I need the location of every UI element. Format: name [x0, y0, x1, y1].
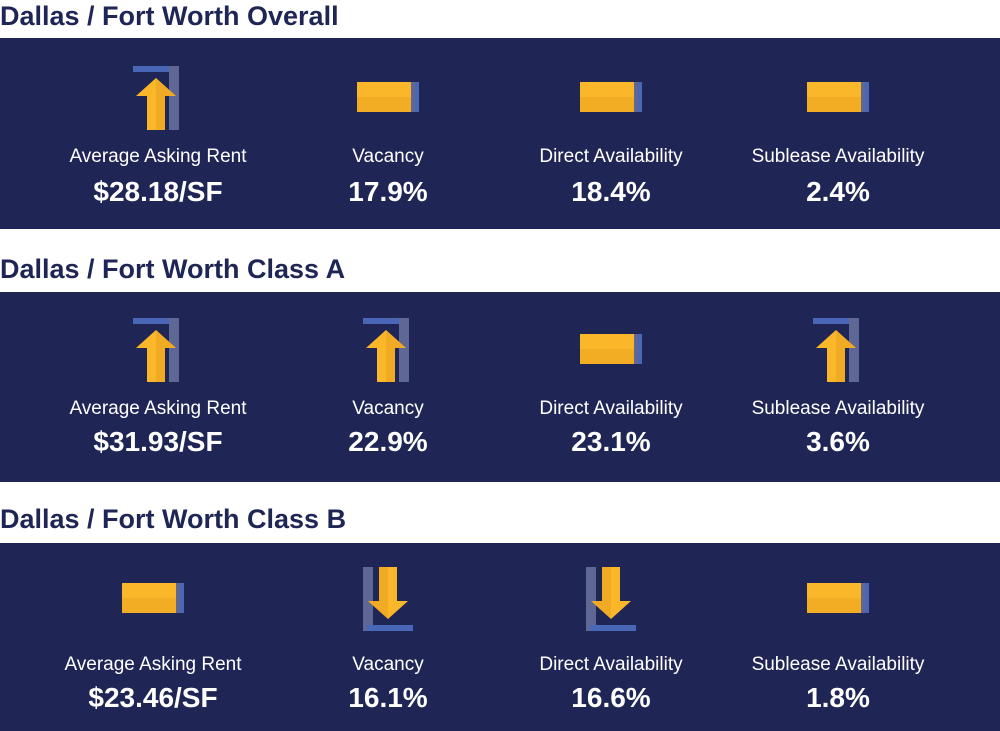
stat-label: Sublease Availability	[751, 146, 925, 167]
stat-label: Average Asking Rent	[64, 654, 242, 675]
stat-value: 16.6%	[571, 682, 651, 713]
stat-sublease-availability: Sublease Availability 2.4%	[713, 38, 963, 229]
stats-panel: Average Asking Rent $23.46/SF Vacancy 16…	[0, 543, 1000, 731]
stat-label: Direct Availability	[539, 146, 683, 167]
stat-label: Average Asking Rent	[69, 146, 247, 167]
stat-vacancy: Vacancy 17.9%	[263, 38, 513, 229]
stat-label: Sublease Availability	[751, 654, 925, 675]
section-title: Dallas / Fort Worth Class B	[0, 504, 347, 534]
stat-value: 2.4%	[806, 176, 870, 207]
flat-bar-icon	[807, 82, 869, 119]
stat-value: 23.1%	[571, 426, 651, 457]
stat-label: Direct Availability	[539, 398, 683, 419]
arrow-down-icon	[363, 567, 413, 636]
flat-bar-icon	[580, 82, 642, 119]
stat-value: $31.93/SF	[93, 426, 223, 457]
stat-value: 16.1%	[348, 682, 428, 713]
stat-value: 22.9%	[348, 426, 428, 457]
stat-value: $28.18/SF	[93, 176, 223, 207]
arrow-up-icon	[813, 318, 863, 387]
stat-average-asking-rent: Average Asking Rent $23.46/SF	[28, 543, 278, 731]
section-title: Dallas / Fort Worth Overall	[0, 1, 339, 31]
stat-label: Vacancy	[352, 146, 424, 167]
stat-direct-availability: Direct Availability 23.1%	[486, 292, 736, 482]
arrow-up-icon	[363, 318, 413, 387]
stat-value: 3.6%	[806, 426, 870, 457]
stat-label: Average Asking Rent	[69, 398, 247, 419]
stats-panel: Average Asking Rent $28.18/SF Vacancy 17…	[0, 38, 1000, 229]
stat-value: $23.46/SF	[88, 682, 218, 713]
stat-value: 1.8%	[806, 682, 870, 713]
flat-bar-icon	[122, 583, 184, 620]
stat-value: 18.4%	[571, 176, 651, 207]
stat-label: Sublease Availability	[751, 398, 925, 419]
stat-label: Direct Availability	[539, 654, 683, 675]
stat-value: 17.9%	[348, 176, 428, 207]
arrow-up-icon	[133, 318, 183, 387]
stat-sublease-availability: Sublease Availability 1.8%	[713, 543, 963, 731]
stat-direct-availability: Direct Availability 16.6%	[486, 543, 736, 731]
stat-average-asking-rent: Average Asking Rent $31.93/SF	[33, 292, 283, 482]
stat-label: Vacancy	[352, 654, 424, 675]
flat-bar-icon	[580, 334, 642, 371]
flat-bar-icon	[807, 583, 869, 620]
arrow-down-icon	[586, 567, 636, 636]
stat-vacancy: Vacancy 16.1%	[263, 543, 513, 731]
stat-label: Vacancy	[352, 398, 424, 419]
arrow-up-icon	[133, 66, 183, 135]
stats-panel: Average Asking Rent $31.93/SF Vacancy 22…	[0, 292, 1000, 482]
section-title: Dallas / Fort Worth Class A	[0, 254, 346, 284]
stat-average-asking-rent: Average Asking Rent $28.18/SF	[33, 38, 283, 229]
stat-direct-availability: Direct Availability 18.4%	[486, 38, 736, 229]
flat-bar-icon	[357, 82, 419, 119]
stat-sublease-availability: Sublease Availability 3.6%	[713, 292, 963, 482]
stat-vacancy: Vacancy 22.9%	[263, 292, 513, 482]
